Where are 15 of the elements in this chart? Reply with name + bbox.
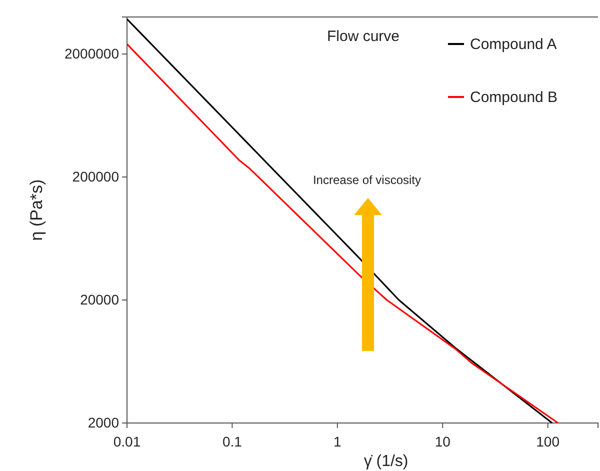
y-tick-label: 20000 (80, 291, 120, 308)
y-tick-label: 2000000 (64, 46, 120, 62)
x-tick-label: 100 (536, 433, 560, 450)
legend-label: Compound A (470, 36, 557, 53)
legend-label: Compound B (470, 89, 558, 106)
y-tick-label: 200000 (72, 168, 120, 184)
x-tick-label: 10 (434, 433, 451, 450)
x-tick-label: 0.1 (222, 433, 242, 450)
text: Flow curve (327, 28, 400, 45)
y-axis-title: η (Pa*s) (27, 179, 46, 241)
x-tick-label: 0.01 (113, 433, 141, 450)
y-tick-label: 2000 (88, 414, 120, 430)
x-axis-title: γ̇ (1/s) (364, 453, 408, 470)
x-tick-label: 1 (334, 433, 342, 450)
annotation: Increase of viscosity (312, 173, 422, 187)
